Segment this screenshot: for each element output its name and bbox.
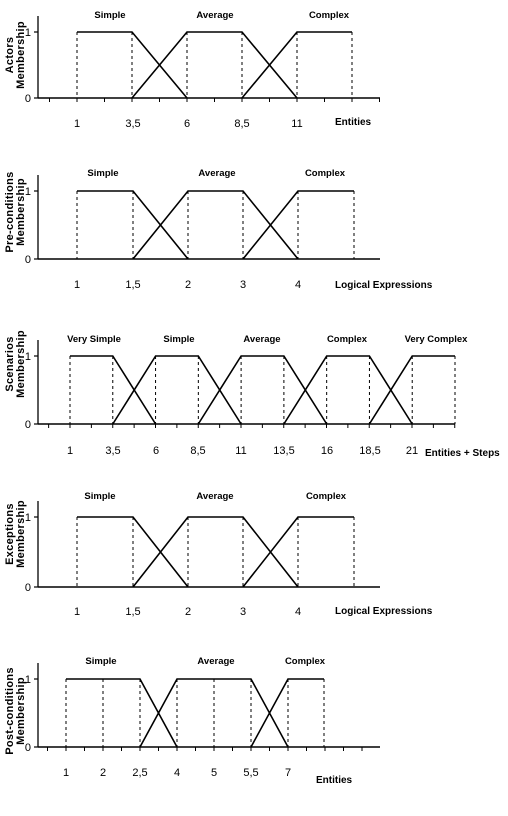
y-axis-title-line: Pre-conditions	[4, 171, 16, 252]
membership-function-2	[132, 516, 299, 588]
x-tick-label: 11	[291, 118, 302, 130]
x-tick-label: 21	[406, 445, 418, 457]
x-tick-label: 16	[321, 445, 333, 457]
set-label: Simple	[94, 10, 125, 21]
x-tick-label: 1,5	[125, 279, 140, 291]
set-label: Average	[243, 334, 280, 345]
x-tick-label: 1	[74, 279, 80, 291]
x-tick-label: 4	[174, 767, 180, 779]
x-tick-label: 6	[184, 118, 190, 130]
membership-function-2	[131, 31, 298, 99]
x-tick-label: 3,5	[125, 118, 140, 130]
y-axis-title-line: Membership	[15, 330, 27, 398]
x-tick-label: 1	[74, 118, 80, 130]
set-label: Simple	[87, 168, 118, 179]
y-tick-label: 0	[25, 419, 31, 431]
x-tick-label: 2	[100, 767, 106, 779]
membership-function-3	[242, 190, 354, 260]
x-axis-title: Logical Expressions	[335, 280, 433, 291]
x-tick-label: 2	[185, 279, 191, 291]
set-label: Complex	[305, 168, 346, 179]
x-tick-label: 5,5	[243, 767, 258, 779]
set-label: Average	[197, 656, 234, 667]
x-axis-title: Entities	[335, 117, 372, 128]
x-tick-label: 6	[153, 445, 159, 457]
set-label: Simple	[84, 491, 115, 502]
x-tick-label: 8,5	[234, 118, 249, 130]
x-tick-label: 1	[63, 767, 69, 779]
x-tick-label: 4	[295, 606, 301, 618]
set-label: Complex	[327, 334, 368, 345]
x-tick-label: 3	[240, 279, 246, 291]
x-tick-label: 2,5	[132, 767, 147, 779]
x-tick-label: 4	[295, 279, 301, 291]
membership-function-1	[70, 355, 157, 425]
x-tick-label: 11	[235, 445, 246, 457]
set-label: Very Simple	[67, 334, 121, 345]
x-tick-label: 1	[74, 606, 80, 618]
y-axis-title-line: Post-conditions	[4, 667, 16, 755]
chart-panel-4: Exceptions Membership 0 1 1 1,5 2 3 4 Logical Exp…	[4, 491, 433, 618]
y-tick-label: 1	[25, 27, 31, 39]
set-label: Simple	[163, 334, 194, 345]
x-tick-label: 8,5	[190, 445, 205, 457]
y-tick-label: 1	[25, 674, 31, 686]
y-tick-label: 1	[25, 186, 31, 198]
x-tick-label: 2	[185, 606, 191, 618]
x-tick-label: 1,5	[125, 606, 140, 618]
y-tick-label: 1	[25, 512, 31, 524]
x-tick-label: 1	[67, 445, 73, 457]
set-label: Average	[198, 168, 235, 179]
membership-function-3	[242, 516, 354, 588]
membership-function-2	[112, 355, 242, 425]
membership-function-5	[368, 355, 455, 425]
y-axis-title-line: Membership	[15, 500, 27, 568]
x-tick-label: 5	[211, 767, 217, 779]
y-tick-label: 0	[25, 582, 31, 594]
x-tick-label: 13,5	[273, 445, 294, 457]
x-tick-label: 3,5	[105, 445, 120, 457]
y-axis-title-line: Actors	[4, 37, 16, 74]
x-axis-title: Entities	[316, 775, 353, 786]
membership-function-3	[250, 678, 324, 748]
membership-function-4	[283, 355, 413, 425]
y-axis-title-line: Scenarios	[4, 336, 16, 391]
x-tick-label: 7	[285, 767, 291, 779]
chart-panel-2: Pre-conditions Membership 0 1 1 1,5 2 3 4 Logical…	[4, 168, 433, 291]
y-tick-label: 0	[25, 742, 31, 754]
y-axis-title-line: Membership	[15, 178, 27, 246]
y-axis-title-line: Membership	[15, 677, 27, 745]
membership-function-1	[77, 516, 189, 588]
set-label: Average	[196, 10, 233, 21]
set-label: Complex	[309, 10, 350, 21]
y-tick-label: 0	[25, 254, 31, 266]
y-axis-title-line: Membership	[15, 21, 27, 89]
x-tick-label: 3	[240, 606, 246, 618]
membership-function-2	[139, 678, 289, 748]
set-label: Complex	[285, 656, 326, 667]
set-label: Simple	[85, 656, 116, 667]
set-label: Average	[196, 491, 233, 502]
x-tick-label: 18,5	[359, 445, 380, 457]
membership-function-3	[197, 355, 328, 425]
y-axis-title-line: Exceptions	[4, 503, 16, 565]
membership-function-1	[66, 678, 178, 748]
membership-function-1	[77, 190, 189, 260]
x-axis-title: Logical Expressions	[335, 606, 433, 617]
y-tick-label: 1	[25, 351, 31, 363]
set-label: Complex	[306, 491, 347, 502]
x-axis-title: Entities + Steps	[425, 448, 500, 459]
set-label: Very Complex	[405, 334, 469, 345]
y-tick-label: 0	[25, 93, 31, 105]
membership-function-2	[132, 190, 299, 260]
